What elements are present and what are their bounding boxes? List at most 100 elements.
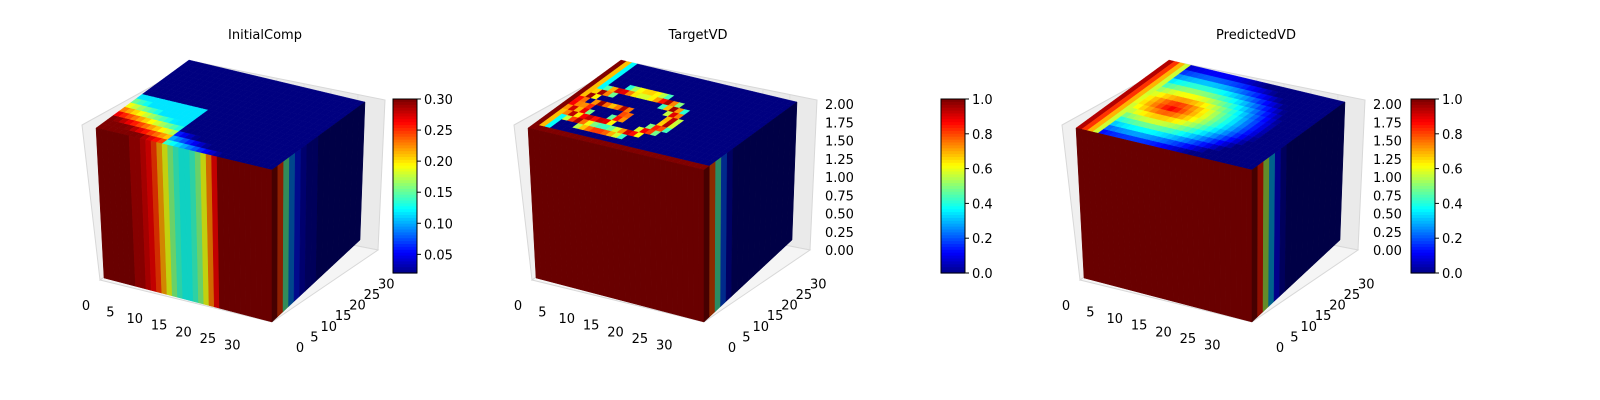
- colorbar-segment: [393, 183, 417, 187]
- x-tick-label: 5: [538, 306, 546, 321]
- colorbar-segment: [393, 186, 417, 190]
- colorbar-segment: [393, 246, 417, 251]
- colorbar-segment: [941, 180, 965, 184]
- colorbar-segment: [1411, 183, 1435, 187]
- voxel-front: [1235, 165, 1242, 320]
- x-tick-label: 10: [1106, 312, 1123, 327]
- voxel-side: [1251, 165, 1259, 323]
- x-tick-label: 0: [82, 299, 90, 314]
- colorbar-segment: [941, 255, 965, 260]
- colorbar-segment: [393, 139, 417, 144]
- voxel-front: [687, 165, 694, 320]
- colorbar-segment: [393, 232, 417, 236]
- x-tick-label: 25: [1180, 332, 1197, 347]
- colorbar-segment: [393, 151, 417, 155]
- colorbar-segment: [941, 165, 965, 170]
- colorbar-segment: [941, 197, 965, 202]
- colorbar-segment: [1411, 116, 1435, 120]
- colorbar-segment: [1411, 188, 1435, 193]
- z-tick-label: 0.50: [825, 208, 854, 223]
- colorbar-segment: [393, 229, 417, 233]
- colorbar-segment: [393, 200, 417, 204]
- y-tick-label: 5: [742, 330, 750, 345]
- colorbar-segment: [393, 119, 417, 123]
- voxel-front: [260, 167, 268, 321]
- colorbar-segment: [393, 264, 417, 268]
- colorbar-segment: [393, 252, 417, 257]
- colorbar-segment: [393, 177, 417, 181]
- colorbar-segment: [393, 162, 417, 167]
- colorbar-segment: [941, 122, 965, 126]
- colorbar-segment: [1411, 139, 1435, 144]
- voxel-front: [1229, 164, 1237, 319]
- colorbar-segment: [1411, 194, 1435, 199]
- colorbar-segment: [1411, 125, 1435, 129]
- colorbar-segment: [393, 165, 417, 170]
- y-tick-label: 10: [1300, 320, 1317, 335]
- x-tick-label: 0: [514, 299, 522, 314]
- colorbar-segment: [941, 113, 965, 117]
- z-tick-label: 1.50: [1373, 135, 1402, 150]
- z-tick-label: 0.00: [1373, 244, 1402, 259]
- x-tick-label: 25: [200, 332, 217, 347]
- colorbar-segment: [1411, 142, 1435, 146]
- y-tick-label: 25: [364, 288, 381, 303]
- colorbar-segment: [393, 270, 417, 274]
- voxel-front: [1240, 167, 1248, 321]
- colorbar-segment: [393, 244, 417, 248]
- colorbar-segment: [941, 203, 965, 207]
- colorbar-segment: [941, 261, 965, 265]
- z-tick-label: 0.50: [1373, 208, 1402, 223]
- colorbar-segment: [1411, 128, 1435, 132]
- colorbar-segment: [1411, 157, 1435, 161]
- voxel-side: [709, 161, 716, 318]
- colorbar-segment: [393, 226, 417, 231]
- x-tick-label: 15: [1131, 319, 1148, 334]
- colorbar-segment: [941, 101, 965, 106]
- colorbar-segment: [393, 238, 417, 242]
- colorbar-segment: [1411, 229, 1435, 233]
- colorbar-segment: [941, 177, 965, 181]
- colorbar-segment: [941, 133, 965, 138]
- y-tick-label: 10: [320, 320, 337, 335]
- z-tick-label: 1.25: [825, 153, 854, 168]
- z-tick-label: 0.00: [825, 244, 854, 259]
- subplot-predictedvd: 0 5 10 15 20 25 30 0510152025300.000.250.500.75…: [1061, 28, 1463, 356]
- z-tick-label: 1.25: [1373, 153, 1402, 168]
- colorbar-segment: [1411, 107, 1435, 112]
- colorbar-tick-label: 0.30: [424, 93, 453, 108]
- colorbar-segment: [1411, 264, 1435, 268]
- colorbar-segment: [393, 157, 417, 161]
- colorbar-segment: [1411, 133, 1435, 138]
- colorbar-segment: [941, 235, 965, 239]
- y-tick-label: 0: [728, 341, 736, 356]
- colorbar-segment: [1411, 113, 1435, 117]
- colorbar-segment: [1411, 241, 1435, 245]
- colorbar-segment: [941, 116, 965, 120]
- x-tick-label: 10: [126, 312, 143, 327]
- voxel-front: [698, 168, 705, 323]
- subplot-title: PredictedVD: [1216, 28, 1296, 43]
- y-tick-label: 0: [296, 341, 304, 356]
- colorbar-segment: [393, 116, 417, 120]
- colorbar-segment: [393, 258, 417, 262]
- colorbar-segment: [1411, 104, 1435, 109]
- colorbar: 0.0 0.2 0.4 0.6 0.8 1.0: [940, 93, 993, 282]
- z-tick-label: 2.00: [1373, 98, 1402, 113]
- voxel-front: [266, 168, 273, 323]
- x-tick-label: 5: [1086, 306, 1094, 321]
- colorbar-segment: [393, 171, 417, 175]
- colorbar-segment: [1411, 238, 1435, 242]
- colorbar-segment: [1411, 177, 1435, 181]
- colorbar-segment: [1411, 162, 1435, 167]
- colorbar-segment: [393, 223, 417, 228]
- colorbar-segment: [1411, 101, 1435, 106]
- colorbar-segment: [1411, 223, 1435, 228]
- colorbar-tick-label: 0.15: [424, 186, 453, 201]
- subplot-title: TargetVD: [667, 28, 727, 43]
- x-tick-label: 20: [175, 325, 192, 340]
- colorbar-segment: [393, 107, 417, 112]
- colorbar-segment: [1411, 255, 1435, 260]
- colorbar-segment: [393, 104, 417, 109]
- y-tick-label: 25: [796, 288, 813, 303]
